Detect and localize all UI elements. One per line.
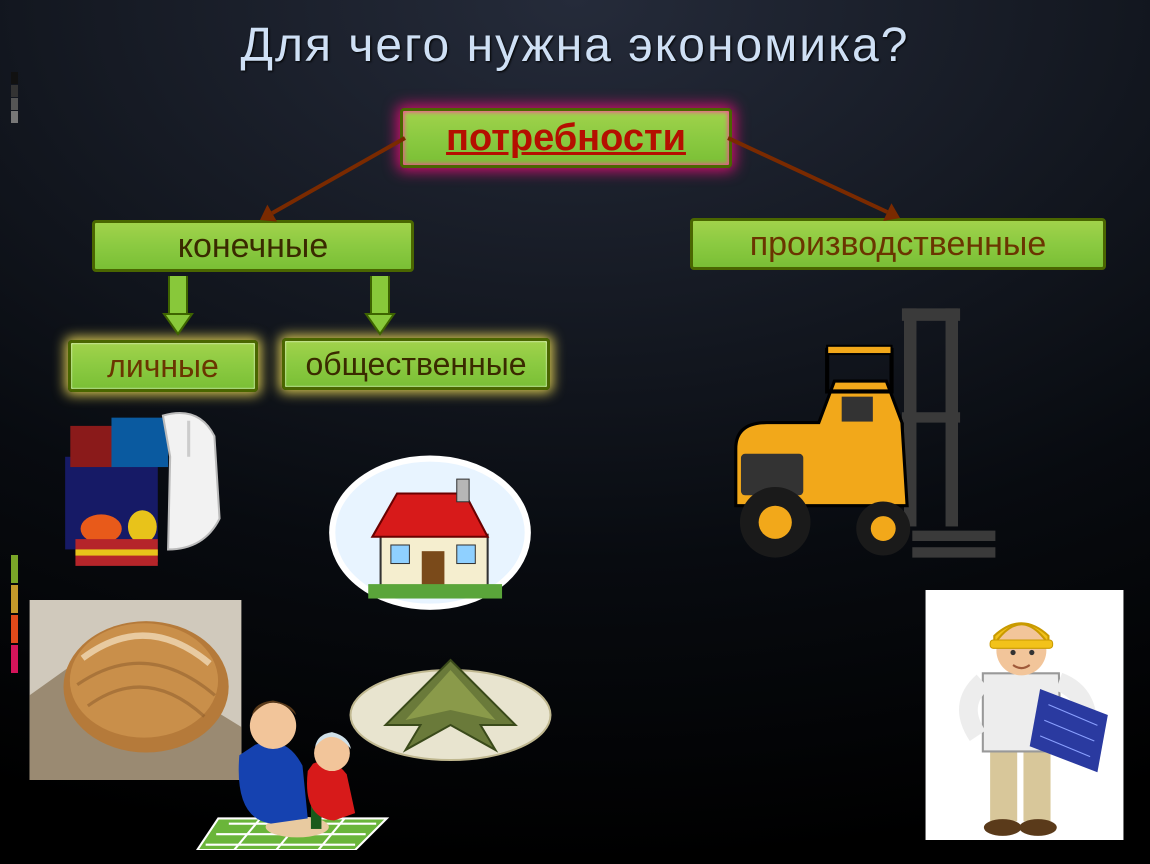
forklift-icon	[690, 298, 1010, 568]
slide-stage: Для чего нужна экономика? потребности ко…	[0, 0, 1150, 864]
plane-plate-icon	[338, 630, 563, 770]
house-icon	[320, 440, 540, 615]
worker-blueprint-icon	[922, 590, 1127, 840]
personal-goods-icon	[40, 395, 255, 570]
